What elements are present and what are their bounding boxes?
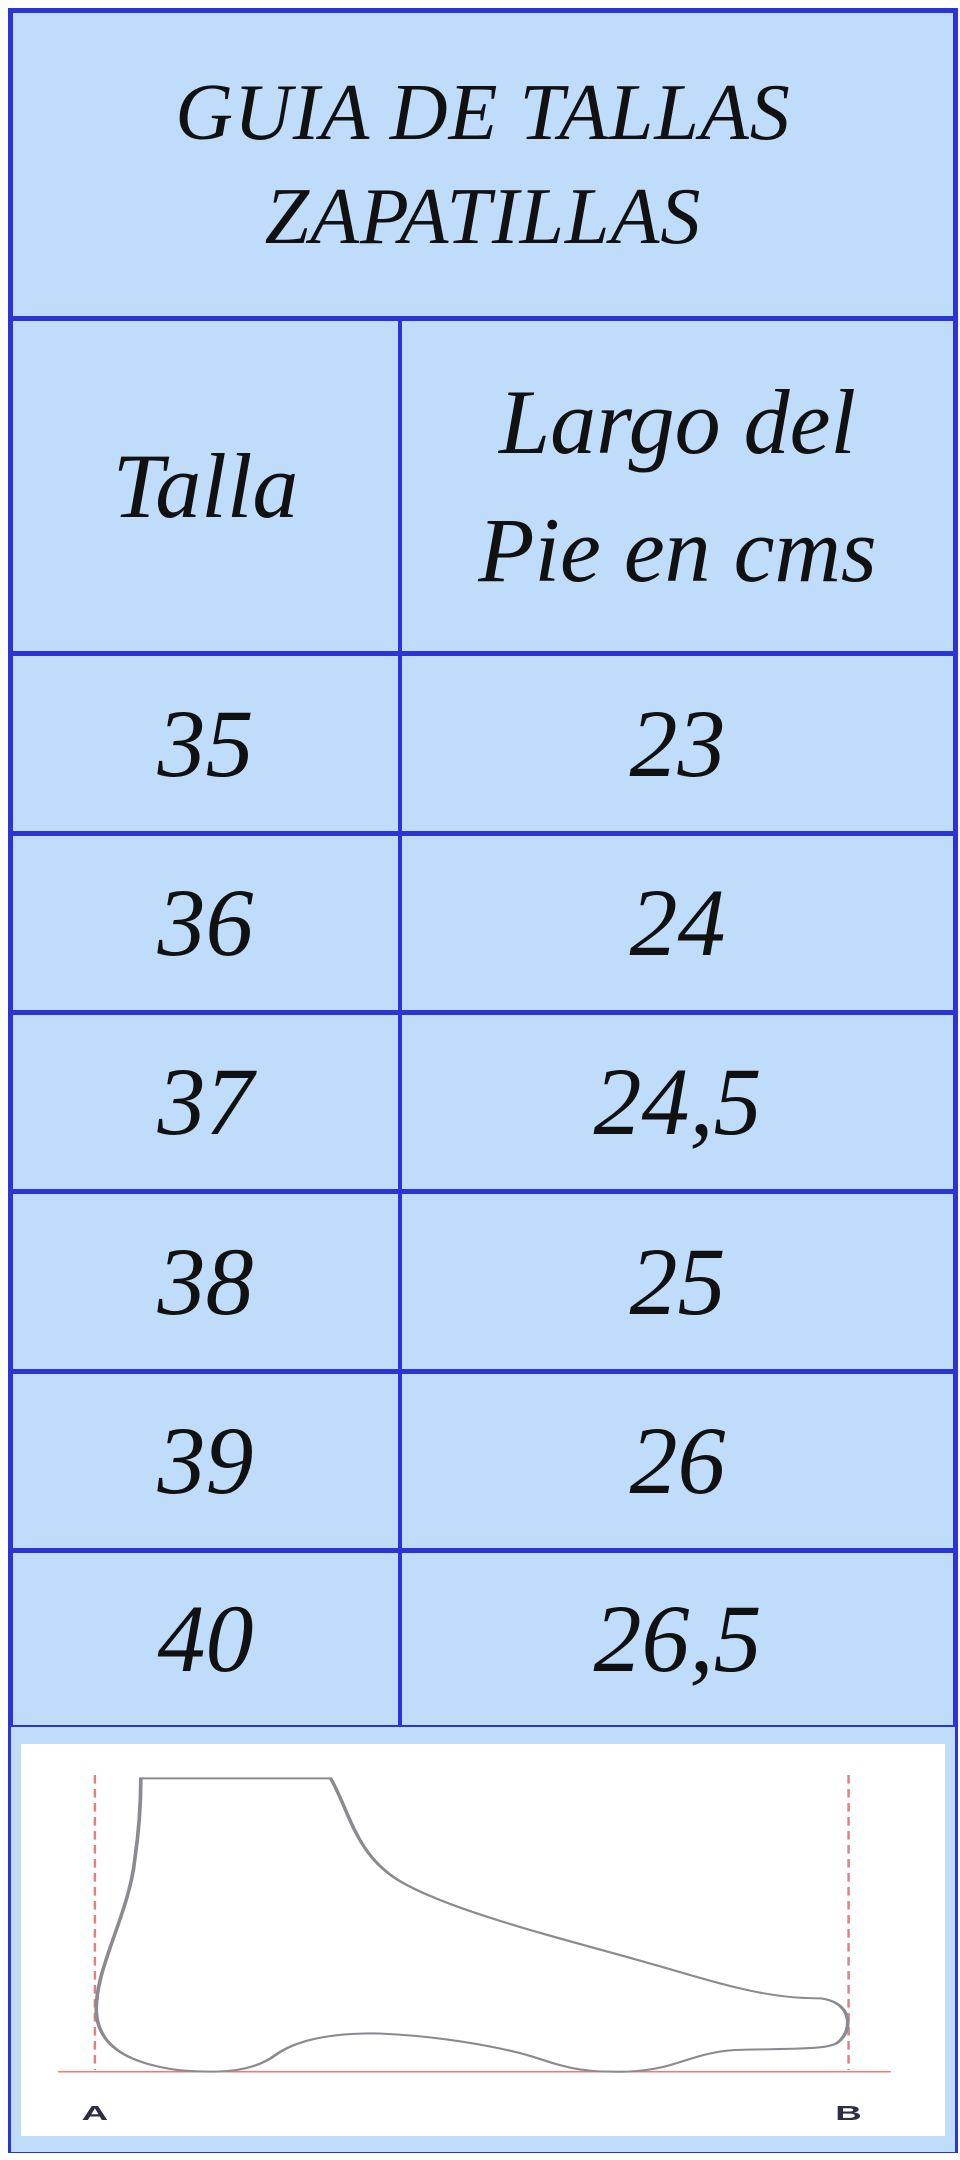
grid-line [953, 8, 958, 2153]
label-b: B [835, 2102, 862, 2124]
grid-line [8, 651, 958, 656]
size-cell: 35 [11, 653, 400, 833]
grid-line [8, 316, 958, 321]
header-length-line-1: Largo del [499, 370, 856, 473]
grid-line [8, 1548, 958, 1553]
title-line-2: ZAPATILLAS [264, 173, 702, 261]
header-length: Largo del Pie en cms [400, 318, 955, 653]
foot-outline-icon [94, 1777, 850, 2073]
grid-line [8, 8, 958, 13]
title-line-1: GUIA DE TALLAS [175, 69, 791, 157]
size-cell: 39 [11, 1371, 400, 1550]
header-size: Talla [11, 318, 400, 653]
title-cell: GUIA DE TALLAS ZAPATILLAS [11, 12, 955, 318]
length-cell: 23 [400, 653, 955, 833]
grid-line [8, 1189, 958, 1194]
grid-line [8, 1369, 958, 1374]
label-a: A [82, 2102, 109, 2124]
grid-line [8, 831, 958, 836]
grid-line [8, 1010, 958, 1015]
size-cell: 36 [11, 833, 400, 1012]
foot-diagram: A B [58, 1775, 891, 2125]
size-cell: 37 [11, 1012, 400, 1191]
length-cell: 24 [400, 833, 955, 1012]
length-cell: 24,5 [400, 1012, 955, 1191]
header-length-line-2: Pie en cms [478, 498, 877, 601]
grid-line [398, 318, 402, 1727]
length-cell: 26 [400, 1371, 955, 1550]
size-cell: 40 [11, 1550, 400, 1727]
length-cell: 26,5 [400, 1550, 955, 1727]
header-size-label: Talla [112, 434, 299, 537]
length-cell: 25 [400, 1191, 955, 1371]
grid-line [8, 8, 13, 2153]
size-cell: 38 [11, 1191, 400, 1371]
